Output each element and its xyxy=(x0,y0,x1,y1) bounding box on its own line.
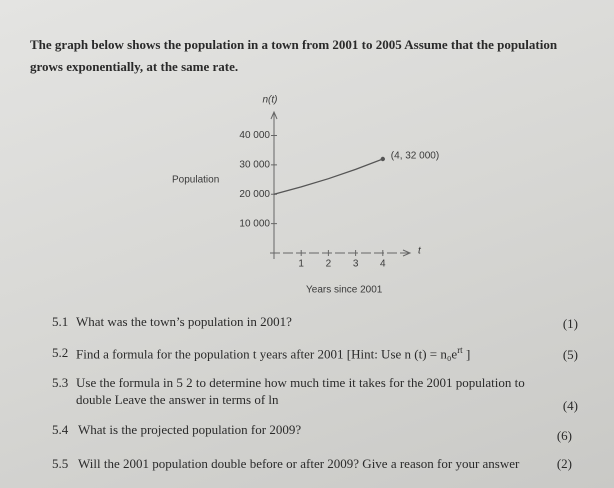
q-number: 5.1 xyxy=(52,314,69,329)
y-arrow xyxy=(270,110,278,120)
x-axis-label: t xyxy=(418,246,422,257)
y-tick-label: 30 000 xyxy=(239,160,270,171)
y-tick-label: 40 000 xyxy=(239,130,270,141)
q-marks: (4) xyxy=(562,398,578,413)
q-marks: (1) xyxy=(562,316,578,331)
x-tick-label: 4 xyxy=(380,259,386,270)
x-tick-label: 2 xyxy=(326,259,332,270)
x-tick-label: 3 xyxy=(353,259,359,270)
intro-line: grows exponentially, at the same rate. xyxy=(30,59,239,74)
graph: n(t) t Population Years since 2001 10 000 20 … xyxy=(172,95,439,296)
q-text: Use the formula in 5 2 to determine how … xyxy=(76,375,525,390)
q-text: double Leave the answer in terms of ln xyxy=(76,392,279,407)
curve xyxy=(273,158,384,195)
q-marks: (6) xyxy=(556,428,572,443)
y-tick-label: 20 000 xyxy=(239,189,270,200)
x-title: Years since 2001 xyxy=(306,285,383,296)
q-number: 5.5 xyxy=(52,456,69,471)
y-tick-label: 10 000 xyxy=(239,218,270,229)
q-text-part: ] xyxy=(465,346,471,362)
q-marks: (2) xyxy=(556,456,572,471)
q-text: Find a formula for the population t year… xyxy=(76,345,470,362)
q-text: Will the 2001 population double before o… xyxy=(78,456,520,471)
annotation: (4, 32 000) xyxy=(391,151,439,162)
y-axis-label: n(t) xyxy=(263,95,278,106)
q-number: 5.4 xyxy=(52,422,69,437)
q-number: 5.2 xyxy=(52,345,69,360)
q-text-part: Find a formula for the population t year… xyxy=(76,346,458,362)
intro-line: The graph below shows the population in … xyxy=(30,37,558,52)
q-text: What is the projected population for 200… xyxy=(78,422,302,437)
q-marks: (5) xyxy=(562,347,578,362)
q-number: 5.3 xyxy=(52,375,69,390)
y-title: Population xyxy=(172,175,219,186)
point xyxy=(380,156,385,162)
q-text: What was the town’s population in 2001? xyxy=(76,314,292,329)
x-arrow xyxy=(402,249,412,257)
x-tick-label: 1 xyxy=(298,259,304,270)
q-sup: rt xyxy=(457,345,463,355)
